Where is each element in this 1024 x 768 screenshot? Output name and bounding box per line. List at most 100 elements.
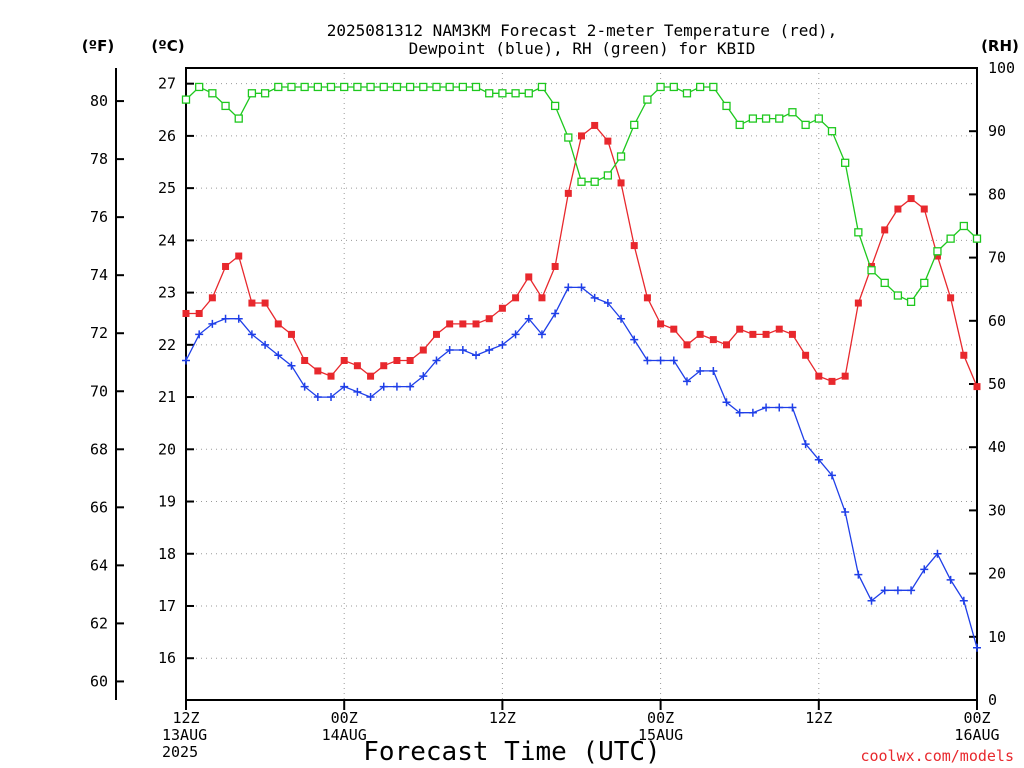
- rh-point: [524, 89, 533, 98]
- rh-point: [379, 82, 388, 92]
- x-tick-label: 12Z: [805, 709, 832, 727]
- x-tick-label: 00Z: [647, 709, 674, 727]
- rh-point: [643, 95, 652, 104]
- dewpoint-point: [208, 319, 217, 328]
- rh-point: [274, 82, 283, 92]
- celsius-tick-label: 20: [158, 440, 176, 458]
- temperature-point: [578, 132, 585, 140]
- dewpoint-point: [775, 403, 784, 412]
- celsius-tick-label: 22: [158, 336, 176, 354]
- temperature-point: [696, 330, 704, 338]
- dewpoint-point: [748, 408, 757, 417]
- rh-point: [880, 278, 889, 288]
- celsius-tick-label: 27: [158, 75, 176, 93]
- rh-tick-label: 60: [988, 312, 1006, 330]
- temperature-point: [736, 325, 744, 333]
- rh-point: [260, 89, 270, 98]
- rh-point: [841, 158, 850, 167]
- rh-tick-label: 0: [988, 691, 997, 709]
- rh-tick-label: 30: [988, 501, 1006, 519]
- rh-point: [313, 82, 322, 92]
- dewpoint-point: [801, 440, 810, 449]
- temperature-point: [604, 137, 612, 145]
- dewpoint-point: [511, 330, 520, 339]
- celsius-unit-label: (ºC): [151, 37, 184, 55]
- rh-point: [300, 82, 309, 92]
- dewpoint-point: [524, 314, 533, 323]
- temperature-point: [591, 121, 599, 129]
- x-tick-label: 2025: [162, 743, 198, 761]
- dewpoint-point: [907, 586, 916, 595]
- temperature-point: [551, 262, 559, 270]
- dewpoint-point: [419, 372, 428, 381]
- dewpoint-point: [300, 382, 309, 391]
- temperature-point: [432, 330, 440, 338]
- dewpoint-point: [458, 346, 467, 355]
- rh-point: [827, 127, 837, 136]
- rh-tick-label: 80: [988, 185, 1006, 203]
- rh-point: [432, 82, 441, 92]
- temperature-point: [828, 377, 836, 385]
- temperature-point: [459, 320, 467, 328]
- temperature-point: [723, 341, 731, 349]
- dewpoint-point: [392, 382, 401, 391]
- fahrenheit-tick-label: 74: [90, 266, 108, 284]
- dewpoint-point: [946, 575, 955, 584]
- rh-unit-label: (RH): [981, 37, 1019, 55]
- rh-point: [590, 177, 599, 186]
- rh-point: [498, 89, 507, 98]
- x-tick-label: 12Z: [172, 709, 199, 727]
- axes: 60 62 64 66 68 70 72 74 76 78 80 16 17 18 19 20 21 22 23 24…: [90, 59, 1015, 761]
- dewpoint-point: [472, 351, 481, 360]
- temperature-point: [657, 320, 665, 328]
- rh-point: [959, 221, 968, 231]
- rh-point: [234, 114, 243, 123]
- dewpoint-point: [920, 565, 929, 574]
- rh-point: [340, 82, 349, 92]
- celsius-tick-label: 19: [158, 493, 176, 511]
- rh-point: [946, 234, 955, 243]
- rh-point: [709, 82, 718, 92]
- dewpoint-point: [498, 340, 507, 349]
- dewpoint-point: [854, 570, 863, 579]
- dewpoint-point: [643, 356, 652, 365]
- x-tick-label: 14AUG: [322, 726, 367, 744]
- temperature-point: [235, 252, 243, 260]
- rh-point: [485, 89, 494, 98]
- chart-title-line-1: 2025081312 NAM3KM Forecast 2-meter Tempe…: [327, 21, 838, 40]
- celsius-tick-label: 26: [158, 127, 176, 145]
- rh-tick-label: 20: [988, 565, 1006, 583]
- dewpoint-point: [406, 382, 415, 391]
- rh-point: [906, 297, 916, 306]
- temperature-point: [525, 273, 533, 281]
- x-tick-label: 00Z: [963, 709, 990, 727]
- fahrenheit-tick-label: 66: [90, 498, 108, 516]
- rh-point: [195, 82, 204, 92]
- temperature-point: [564, 189, 572, 197]
- dewpoint-point: [234, 314, 243, 323]
- credit-label: coolwx.com/models: [860, 747, 1014, 765]
- temperature-point: [261, 299, 269, 307]
- temperature-point: [182, 309, 190, 317]
- temperature-point: [854, 299, 862, 307]
- temperature-line: [186, 124, 978, 387]
- rh-point: [445, 82, 454, 92]
- temperature-point: [446, 320, 454, 328]
- rh-point: [577, 177, 586, 186]
- rh-point: [814, 114, 823, 123]
- rh-point: [775, 114, 784, 123]
- temperature-point: [340, 356, 348, 364]
- temperature-point: [709, 336, 717, 344]
- rh-point: [933, 247, 942, 256]
- rh-tick-label: 40: [988, 438, 1006, 456]
- temperature-point: [380, 362, 388, 370]
- chart-title-line-2: Dewpoint (blue), RH (green) for KBID: [409, 39, 756, 58]
- fahrenheit-unit-label: (ºF): [82, 37, 114, 55]
- dewpoint-point: [827, 471, 836, 480]
- fahrenheit-tick-label: 80: [90, 92, 108, 110]
- rh-point: [366, 82, 375, 92]
- temperature-point: [841, 372, 849, 380]
- dewpoint-point: [656, 356, 665, 365]
- temperature-point: [367, 372, 375, 380]
